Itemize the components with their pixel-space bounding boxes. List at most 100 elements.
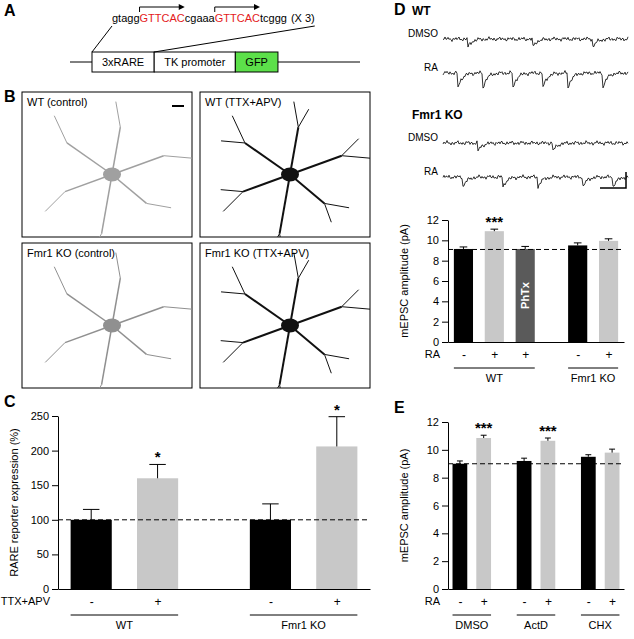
image-label: WT (control): [27, 96, 87, 108]
dendrite-branch: [324, 354, 331, 373]
bar: [605, 453, 620, 589]
bar: [485, 231, 504, 342]
group-line: [453, 615, 492, 616]
y-tick: 0: [433, 583, 448, 595]
bar-chart: E******024681012-+-+-+RADMSOActDCHXmEPSC…: [394, 399, 625, 631]
arrow-head: [254, 4, 260, 10]
reference-line: [448, 463, 624, 464]
y-tick-label: 150: [31, 479, 49, 491]
dendrite-branch: [54, 267, 67, 294]
element-box: [154, 52, 235, 72]
x-tick-label: -: [587, 595, 591, 609]
sequence-part: cgaaa: [185, 12, 216, 24]
construct-element: TK promoter: [154, 52, 235, 72]
y-tick: 4: [433, 295, 448, 307]
error-bar: [574, 243, 582, 246]
y-tick-mark: [52, 451, 58, 452]
soma: [281, 319, 299, 333]
x-axis: - + - +: [59, 590, 371, 609]
sequence-part: gtagg: [112, 12, 140, 24]
y-tick-label: 100: [31, 514, 49, 526]
dendrite-branch: [84, 234, 102, 237]
image-frame: [22, 92, 192, 237]
x-axis-line: [59, 589, 371, 590]
bar: [137, 478, 178, 589]
neuron: [221, 253, 370, 388]
group-line: [250, 615, 358, 616]
error-cap: [521, 458, 527, 459]
y-tick-label: 4: [433, 527, 439, 539]
y-tick-label: 0: [433, 336, 439, 348]
dendrite-branch: [45, 343, 65, 363]
dendrite: [280, 326, 290, 385]
y-tick-label: 2: [433, 316, 439, 328]
trace: [443, 175, 628, 189]
dendrite: [280, 175, 290, 234]
construct-element: GFP: [235, 52, 278, 72]
y-tick-mark: [52, 520, 58, 521]
dendrite-branch: [324, 203, 349, 207]
x-tick: -: [523, 595, 527, 609]
y-axis: 024681012: [427, 416, 449, 595]
y-tick-mark: [52, 416, 58, 417]
y-tick-mark: [442, 301, 448, 302]
y-tick-label: 250: [31, 410, 49, 422]
x-axis-title: RA: [425, 595, 441, 607]
x-tick: -: [576, 348, 580, 362]
x-tick: -: [269, 595, 273, 609]
x-tick-label: +: [545, 595, 552, 609]
trace-label: RA: [424, 62, 438, 73]
x-axis-title: TTX+APV: [1, 595, 51, 607]
sequence-part: tcggg: [260, 12, 287, 24]
error-bar: [521, 246, 529, 249]
repeat-label: (X 3): [291, 12, 315, 24]
image-label: Fmr1 KO (TTX+APV): [205, 247, 309, 259]
x-tick-label: +: [334, 595, 341, 609]
marks: [58, 417, 370, 589]
element-label: GFP: [245, 56, 268, 68]
y-axis-title: mEPSC amplitude (pA): [398, 224, 410, 338]
dendrite: [290, 278, 298, 325]
group-line: [71, 615, 179, 616]
image-label: WT (TTX+APV): [205, 96, 282, 108]
y-tick-mark: [52, 485, 58, 486]
dendrite-branch: [280, 234, 285, 237]
x-tick-label: +: [155, 595, 162, 609]
y-tick-mark: [442, 478, 448, 479]
error-cap: [457, 460, 463, 461]
dendrite-branch: [221, 190, 243, 192]
error-bar: [83, 509, 99, 519]
y-tick: 6: [433, 500, 448, 512]
dendrite-branch: [146, 203, 171, 207]
x-tick-label: +: [606, 348, 613, 362]
y-tick-label: 12: [427, 416, 439, 428]
arrow-head: [179, 4, 185, 10]
trace-scale-bar: [600, 172, 626, 188]
y-tick-mark: [442, 261, 448, 262]
x-tick-label: -: [90, 595, 94, 609]
dendrite-branch: [221, 292, 245, 294]
dendrite-branch: [223, 192, 243, 212]
x-axis-line: [449, 342, 625, 343]
x-axis: -+-+-+: [449, 590, 625, 609]
bar-label: PhTx: [519, 281, 531, 309]
marks: [448, 435, 624, 589]
trace-label: DMSO: [408, 132, 438, 143]
panel-letter: D: [394, 1, 406, 18]
dendrite-branch: [223, 343, 243, 363]
x-tick: +: [609, 595, 616, 609]
y-tick-mark: [442, 589, 448, 590]
element-box: [92, 52, 154, 72]
dendrite: [112, 127, 120, 174]
y-tick-label: 6: [433, 275, 439, 287]
element-label: 3xRARE: [102, 56, 144, 68]
y-tick: 8: [433, 255, 448, 267]
sequence: gtaggGTTCACcgaaaGTTCACtcggg: [112, 12, 287, 24]
image: WT (control): [22, 92, 194, 264]
y-tick-label: 12: [427, 214, 439, 226]
dendrite: [67, 143, 112, 175]
error-stem: [612, 449, 613, 452]
x-tick-label: -: [576, 348, 580, 362]
neuron: [45, 102, 192, 237]
group-line: [581, 615, 620, 616]
